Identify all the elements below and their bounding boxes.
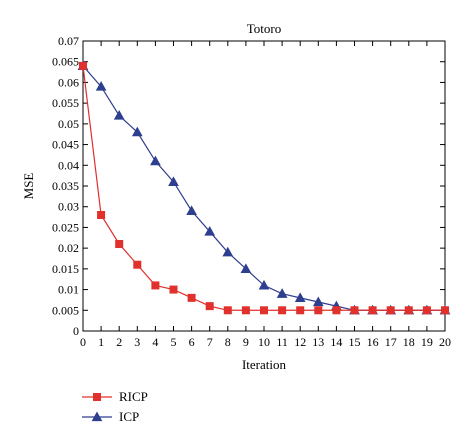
- data-point-ricp: [79, 61, 87, 70]
- data-point-ricp: [386, 306, 395, 315]
- x-axis: 0 1 2 3 4 5 6 7 8 9 10 11 12 13 14 15 16 17 18 19 20: [80, 41, 451, 349]
- y-axis-label: MSE: [21, 173, 36, 200]
- x-tick-label: 11: [276, 335, 288, 349]
- y-tick-label: 0.02: [58, 241, 79, 255]
- x-tick-label: 8: [225, 335, 231, 349]
- series-line-ricp: [82, 65, 445, 311]
- data-point-icp: [276, 288, 288, 298]
- data-point-ricp: [223, 306, 232, 315]
- x-tick-label: 17: [385, 335, 397, 349]
- x-axis-label: Iteration: [242, 357, 287, 372]
- series-icp: [77, 60, 451, 315]
- y-tick-label: 0.07: [58, 34, 79, 48]
- series-ricp: [79, 61, 449, 315]
- y-tick-label: 0.065: [52, 55, 79, 69]
- x-tick-label: 20: [439, 335, 451, 349]
- data-point-ricp: [169, 285, 178, 294]
- y-tick-label: 0.035: [52, 179, 79, 193]
- x-tick-label: 19: [421, 335, 433, 349]
- data-point-ricp: [404, 306, 413, 315]
- data-point-icp: [258, 279, 270, 290]
- x-tick-label: 18: [403, 335, 415, 349]
- y-tick-label: 0.01: [58, 283, 79, 297]
- legend-marker-icp: [91, 411, 103, 422]
- x-tick-label: 2: [116, 335, 122, 349]
- series-line-icp: [82, 65, 445, 311]
- data-point-icp: [150, 155, 161, 166]
- y-tick-label: 0.03: [58, 200, 79, 214]
- x-tick-label: 4: [152, 335, 158, 349]
- y-tick-label: 0.025: [52, 220, 79, 234]
- data-point-icp: [113, 110, 125, 120]
- data-point-icp: [168, 176, 179, 186]
- y-tick-label: 0.045: [52, 138, 79, 152]
- data-point-ricp: [350, 306, 359, 315]
- data-point-ricp: [260, 306, 268, 315]
- y-tick-label: 0.06: [58, 75, 79, 89]
- data-point-ricp: [296, 306, 305, 315]
- chart-title: Totoro: [247, 21, 281, 36]
- y-tick-label: 0.005: [52, 303, 79, 317]
- data-point-ricp: [278, 306, 287, 315]
- data-point-icp: [131, 126, 143, 137]
- data-point-icp: [95, 81, 107, 91]
- x-tick-label: 13: [312, 335, 324, 349]
- data-point-ricp: [97, 211, 106, 219]
- data-point-ricp: [187, 293, 196, 302]
- legend-label-icp: ICP: [119, 409, 139, 424]
- legend-marker-ricp: [93, 393, 101, 401]
- x-tick-label: 7: [207, 335, 213, 349]
- data-point-icp: [240, 263, 252, 273]
- data-point-icp: [222, 246, 234, 257]
- data-point-ricp: [441, 306, 449, 315]
- x-tick-label: 6: [189, 335, 195, 349]
- data-point-ricp: [422, 306, 431, 315]
- data-point-icp: [294, 292, 306, 302]
- data-point-icp: [204, 226, 216, 236]
- data-point-ricp: [133, 260, 142, 269]
- x-tick-label: 14: [330, 335, 342, 349]
- data-point-icp: [312, 296, 324, 307]
- x-tick-label: 12: [294, 335, 306, 349]
- data-point-ricp: [151, 281, 160, 290]
- data-point-icp: [186, 205, 197, 215]
- x-tick-label: 3: [134, 335, 140, 349]
- x-tick-label: 0: [80, 335, 86, 349]
- x-tick-label: 16: [367, 335, 379, 349]
- data-point-ricp: [368, 306, 377, 315]
- y-tick-label: 0.015: [52, 262, 79, 276]
- y-tick-label: 0: [73, 324, 79, 338]
- x-tick-label: 10: [258, 335, 270, 349]
- x-tick-label: 5: [171, 335, 177, 349]
- x-tick-label: 9: [243, 335, 249, 349]
- y-tick-label: 0.05: [58, 117, 79, 131]
- data-point-ricp: [314, 306, 323, 315]
- legend-label-ricp: RICP: [119, 389, 148, 404]
- series-layer: [77, 60, 451, 315]
- legend: RICP ICP: [82, 389, 148, 424]
- data-point-ricp: [332, 306, 341, 315]
- y-axis: 0 0.005 0.01 0.015 0.02 0.025 0.03 0.035 0.04 0.0…: [52, 34, 445, 338]
- data-point-ricp: [115, 240, 124, 248]
- data-point-ricp: [241, 306, 250, 315]
- x-tick-label: 15: [349, 335, 361, 349]
- y-tick-label: 0.055: [52, 96, 79, 110]
- x-tick-label: 1: [98, 335, 104, 349]
- y-tick-label: 0.04: [58, 158, 79, 172]
- data-point-ricp: [205, 302, 214, 311]
